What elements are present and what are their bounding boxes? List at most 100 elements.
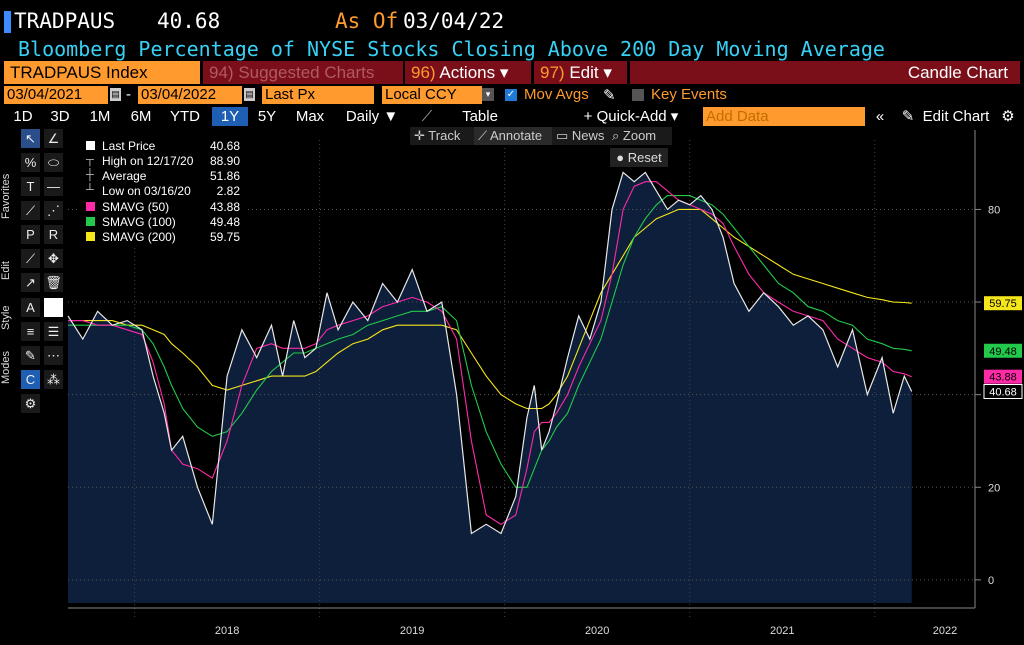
collapse-icon[interactable]: « — [875, 108, 885, 125]
reset-icon: ● — [616, 150, 625, 165]
last-value-label: 49.48 — [989, 346, 1017, 358]
annotate-icon: ⟋ — [478, 128, 488, 143]
series-line-smavg-50- — [68, 181, 912, 525]
currency-dropdown-icon[interactable]: ▾ — [482, 88, 494, 101]
legend-name: Average — [102, 169, 147, 183]
legend-row-sma200: SMAVG (200) 59.75 — [86, 230, 244, 244]
x-tick-label: 2018 — [215, 625, 239, 637]
color-swatch-icon[interactable] — [44, 298, 63, 317]
last-value-label: 43.88 — [989, 372, 1017, 384]
dots-icon[interactable]: ⁂ — [44, 370, 63, 389]
mov-avgs-checkbox[interactable]: ✓ — [505, 89, 517, 101]
range-3d[interactable]: 3D — [50, 108, 70, 125]
actions-menu[interactable]: 96) Actions ▾ — [405, 61, 531, 84]
key-events-checkbox[interactable] — [632, 89, 644, 101]
magnet-icon[interactable]: C — [21, 370, 40, 389]
annotate-label: Annotate — [490, 128, 543, 143]
start-date-field[interactable]: 03/04/2021 — [4, 86, 108, 104]
news-icon: ▭ — [556, 128, 569, 143]
x-tick-label: 2019 — [400, 625, 424, 637]
legend-swatch-sma100 — [86, 217, 95, 226]
last-value-label: 40.68 — [989, 387, 1017, 399]
range-1y[interactable]: 1Y — [212, 107, 248, 126]
settings-gear-icon[interactable]: ⚙ — [21, 394, 40, 413]
style-tab[interactable]: Style — [0, 305, 12, 331]
currency-select[interactable]: Local CCY — [382, 86, 482, 104]
chart-type-label[interactable]: Candle Chart — [630, 61, 1020, 84]
range-ytd[interactable]: YTD — [170, 108, 200, 125]
edit-chart-button[interactable]: Edit Chart — [922, 108, 990, 125]
chart-legend[interactable]: Last Price 40.68 ┬ High on 12/17/20 88.9… — [80, 137, 246, 245]
legend-name: High on 12/17/20 — [102, 154, 194, 168]
line-weight-icon[interactable]: ≡ — [21, 322, 40, 341]
last-value: 40.68 — [157, 9, 221, 33]
legend-swatch-sma200 — [86, 232, 95, 241]
favorites-tab[interactable]: Favorites — [0, 173, 12, 219]
p-marker-icon[interactable]: P — [21, 225, 40, 244]
security-field[interactable]: TRADPAUS Index — [4, 61, 200, 84]
series-line-smavg-100- — [68, 195, 912, 488]
percent-icon[interactable]: % — [21, 153, 40, 172]
font-icon[interactable]: A — [21, 298, 40, 317]
edit-menu[interactable]: 97) Edit ▾ — [534, 61, 627, 84]
edit-label: Edit ▾ — [569, 63, 612, 82]
range-max[interactable]: Max — [295, 108, 325, 125]
line-chart-icon[interactable]: ⟋ — [421, 108, 433, 125]
text-icon[interactable]: T — [21, 177, 40, 196]
dash-icon[interactable]: ⋯ — [44, 346, 63, 365]
table-button[interactable]: Table — [462, 108, 498, 125]
move-icon[interactable]: ✥ — [44, 249, 63, 268]
channel-icon[interactable]: ⋰ — [44, 201, 63, 220]
r-marker-icon[interactable]: R — [44, 225, 63, 244]
range-1d[interactable]: 1D — [13, 108, 33, 125]
last-value-tag — [984, 369, 1022, 384]
modes-tab[interactable]: Modes — [0, 350, 12, 384]
legend-value: 43.88 — [209, 200, 240, 214]
line-tool-icon[interactable]: ∠ — [44, 129, 63, 148]
legend-value: 40.68 — [209, 139, 240, 153]
low-marker-icon: ┴ — [86, 184, 94, 196]
range-5y[interactable]: 5Y — [257, 108, 277, 125]
start-calendar-icon[interactable]: ▤ — [110, 88, 121, 101]
track-button[interactable]: ✛ Track — [410, 127, 478, 145]
pen-icon[interactable]: ✎ — [21, 346, 40, 365]
annotate-button[interactable]: ⟋ Annotate — [474, 127, 556, 145]
date-separator: - — [126, 86, 131, 103]
command-bar: TRADPAUS Index 94) Suggested Charts 96) … — [0, 61, 1024, 84]
reset-label: Reset — [627, 150, 662, 165]
pencil-icon[interactable]: ✎ — [603, 87, 616, 104]
quick-add-button[interactable]: + Quick-Add ▾ — [583, 108, 679, 125]
header-title-row: TRADPAUS 40.68 As Of 03/04/22 — [0, 8, 1024, 34]
reset-button[interactable]: ● Reset — [610, 148, 668, 167]
end-calendar-icon[interactable]: ▤ — [244, 88, 255, 101]
end-date-field[interactable]: 03/04/2022 — [138, 86, 242, 104]
cursor-plus-icon[interactable]: ↗ — [21, 273, 40, 292]
zoom-button[interactable]: ⌕ Zoom — [608, 127, 672, 145]
line-style-icon[interactable]: ☰ — [44, 322, 63, 341]
field-select[interactable]: Last Px — [262, 86, 374, 104]
news-button[interactable]: ▭ News — [552, 127, 612, 145]
gear-icon[interactable]: ⚙ — [1001, 108, 1015, 125]
ellipse-icon[interactable]: ⬭ — [44, 153, 63, 172]
draw-icon[interactable]: ⟋ — [21, 249, 40, 268]
pencil-icon[interactable]: ✎ — [901, 108, 915, 125]
legend-row-high: ┬ High on 12/17/20 88.90 — [86, 154, 244, 168]
ticker-marker — [4, 11, 11, 33]
track-label: Track — [428, 128, 461, 143]
suggested-charts-button[interactable]: 94) Suggested Charts — [203, 61, 403, 84]
range-6m[interactable]: 6M — [130, 108, 152, 125]
legend-value: 51.86 — [209, 169, 240, 183]
period-select[interactable]: Daily ▼ — [345, 108, 399, 125]
legend-value: 2.82 — [216, 184, 240, 198]
add-data-input[interactable]: Add Data — [703, 107, 865, 126]
range-1m[interactable]: 1M — [89, 108, 111, 125]
chart-subtitle: Bloomberg Percentage of NYSE Stocks Clos… — [18, 37, 885, 61]
pointer-icon[interactable]: ↖ — [21, 129, 40, 148]
edit-tab[interactable]: Edit — [0, 261, 12, 281]
legend-row-sma100: SMAVG (100) 49.48 — [86, 215, 244, 229]
hline-icon[interactable]: — — [44, 177, 63, 196]
trendline-icon[interactable]: ⟋ — [21, 201, 40, 220]
y-tick-label: 0 — [988, 575, 994, 587]
trash-icon[interactable]: 🗑 — [44, 273, 63, 292]
